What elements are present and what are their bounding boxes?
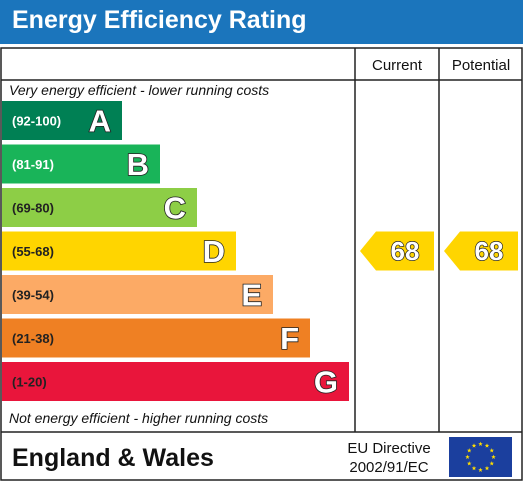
band-letter: A — [89, 104, 111, 139]
band-range-label: (21-38) — [12, 331, 54, 346]
directive-line-1: EU Directive — [347, 440, 430, 457]
directive-line-2: 2002/91/EC — [349, 459, 428, 476]
region-label: England & Wales — [12, 444, 214, 472]
eu-star-icon — [484, 465, 490, 471]
score-arrows: 68 68 — [360, 231, 518, 271]
chart-title: Energy Efficiency Rating — [12, 6, 307, 34]
inefficient-note: Not energy efficient - higher running co… — [9, 410, 268, 426]
eu-star-icon — [489, 461, 495, 466]
band-range-label: (55-68) — [12, 244, 54, 259]
table-frame — [0, 47, 523, 481]
potential-column-header: Potential — [452, 57, 510, 74]
band-range-label: (39-54) — [12, 288, 54, 303]
title-bar: Energy Efficiency Rating — [0, 0, 523, 44]
potential-score: 68 — [475, 236, 504, 266]
band-letter: F — [280, 321, 299, 356]
band-range-label: (92-100) — [12, 114, 61, 129]
eu-star-icon — [489, 448, 495, 453]
band-letter: D — [203, 234, 225, 269]
band-c — [2, 188, 197, 227]
band-e — [2, 275, 273, 314]
eu-star-icon — [491, 454, 496, 459]
eu-star-icon — [478, 467, 483, 472]
band-range-label: (1-20) — [12, 375, 47, 390]
band-f — [2, 318, 310, 358]
band-letter: B — [127, 147, 149, 182]
efficient-note: Very energy efficient - lower running co… — [9, 82, 269, 98]
rating-bands: (92-100) A (81-91) B (69-80) C (55-68) D (39-54)… — [2, 101, 349, 401]
band-range-label: (69-80) — [12, 201, 54, 216]
eu-star-icon — [471, 443, 477, 448]
band-letter: E — [241, 278, 262, 313]
band-range-label: (81-91) — [12, 157, 54, 172]
band-g — [2, 362, 349, 401]
band-a — [2, 101, 122, 140]
potential-arrow — [444, 231, 518, 271]
eu-star-icon — [466, 461, 472, 466]
eu-star-icon — [484, 443, 490, 448]
band-letter: C — [164, 191, 186, 226]
band-d — [2, 231, 236, 271]
eu-star-icon — [471, 465, 477, 471]
eu-flag-icon — [449, 437, 512, 477]
band-b — [2, 144, 160, 184]
eu-star-icon — [478, 441, 483, 446]
eu-star-icon — [465, 454, 470, 459]
current-arrow — [360, 231, 434, 271]
band-letter: G — [314, 365, 338, 400]
eu-flag-stars — [465, 441, 496, 472]
current-column-header: Current — [372, 57, 423, 74]
current-score: 68 — [391, 236, 420, 266]
eu-star-icon — [466, 448, 472, 453]
